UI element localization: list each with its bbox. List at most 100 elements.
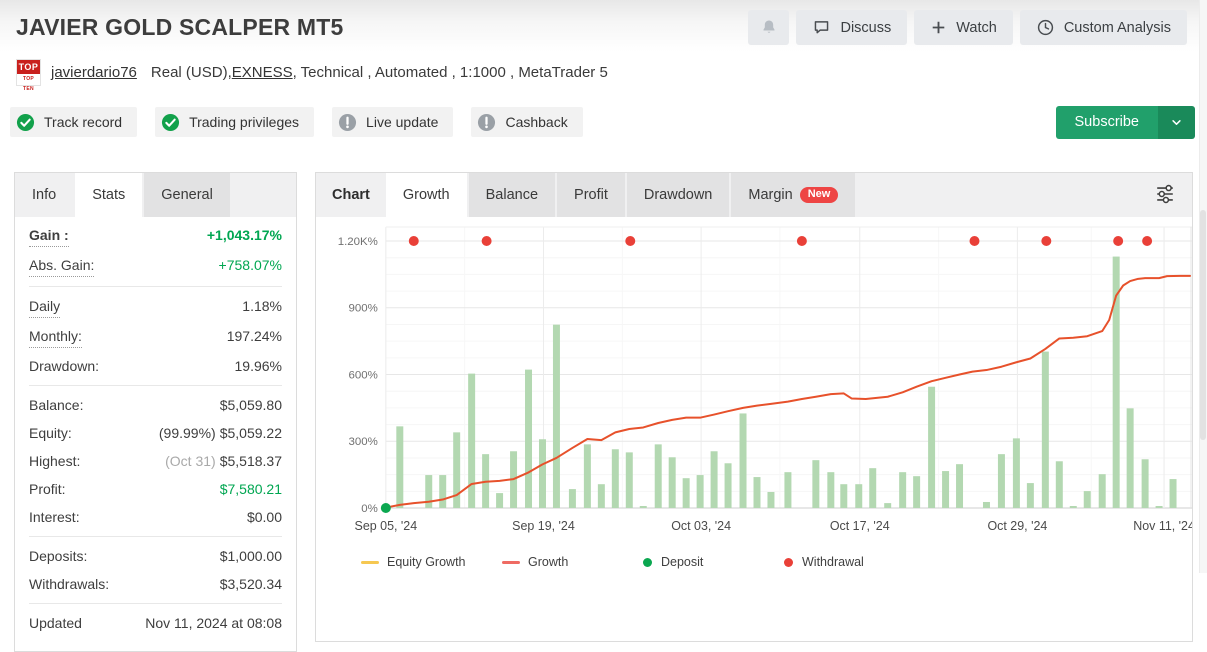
growth-bar[interactable] [1141,459,1149,508]
chart-tab-drawdown[interactable]: Drawdown [626,173,730,217]
withdrawal-marker[interactable] [625,236,636,246]
growth-bar[interactable] [496,493,504,508]
growth-bar[interactable] [682,478,690,508]
stat-label-daily[interactable]: Daily [29,297,61,318]
growth-bar[interactable] [1083,491,1091,508]
withdrawal-marker[interactable] [481,236,492,246]
withdrawal-marker[interactable] [969,236,980,246]
growth-bar[interactable] [1055,461,1063,508]
subscribe-dropdown-button[interactable] [1158,105,1195,139]
growth-bar[interactable] [1169,479,1177,508]
growth-bar[interactable] [884,503,892,508]
withdrawal-marker[interactable] [1113,236,1124,246]
growth-bar[interactable] [710,451,718,508]
growth-bar[interactable] [396,426,404,508]
growth-bar[interactable] [827,472,835,508]
growth-bar[interactable] [840,484,848,508]
growth-bar[interactable] [453,432,461,508]
stat-label-abs-gain[interactable]: Abs. Gain: [29,256,95,277]
discuss-button[interactable]: Discuss [796,10,908,45]
growth-bar[interactable] [1012,438,1020,508]
growth-bar[interactable] [468,373,476,508]
growth-bar[interactable] [1126,408,1134,508]
chart-tab-balance[interactable]: Balance [468,173,556,217]
stats-tab-general[interactable]: General [144,173,230,217]
growth-line[interactable] [384,274,1192,509]
growth-bar[interactable] [942,471,950,508]
growth-bar[interactable] [767,491,775,508]
legend-item-withdrawal[interactable]: Withdrawal [784,555,925,569]
custom-analysis-label: Custom Analysis [1063,19,1171,36]
badge-live-update[interactable]: Live update [332,107,454,137]
stat-label-gain[interactable]: Gain : [29,226,69,247]
deposit-marker[interactable] [380,503,391,513]
custom-analysis-button[interactable]: Custom Analysis [1019,10,1187,45]
growth-bar[interactable] [552,324,560,508]
growth-bar[interactable] [855,484,863,508]
stats-tab-info[interactable]: Info [15,173,73,217]
growth-bar[interactable] [982,501,990,508]
watch-button[interactable]: Watch [914,10,1013,45]
growth-bar[interactable] [625,452,633,508]
growth-bar[interactable] [812,460,820,508]
legend-item-deposit[interactable]: Deposit [643,555,784,569]
legend-item-equity-growth[interactable]: Equity Growth [361,555,502,569]
stat-label-monthly[interactable]: Monthly: [29,327,82,348]
withdrawal-marker[interactable] [796,236,807,246]
growth-bar[interactable] [611,449,619,508]
growth-bar[interactable] [654,444,662,508]
growth-bar[interactable] [425,475,433,508]
growth-bar[interactable] [1112,256,1120,508]
growth-bar[interactable] [739,413,747,508]
y-axis-label: 300% [349,436,378,448]
growth-bar[interactable] [899,472,907,508]
growth-bar[interactable] [639,505,647,508]
growth-bar[interactable] [753,477,761,508]
growth-bar[interactable] [1098,474,1106,508]
badge-trading-privileges[interactable]: Trading privileges [155,107,315,137]
growth-bar[interactable] [956,464,964,508]
stat-label-withdrawals: Withdrawals: [29,575,110,592]
withdrawal-marker[interactable] [1041,236,1052,246]
chart-legend: Equity Growth Growth Deposit Withdrawal [316,549,1192,575]
legend-label: Growth [528,555,569,569]
growth-bar[interactable] [913,476,921,508]
subscribe-button[interactable]: Subscribe [1055,105,1158,139]
broker-link[interactable]: EXNESS [231,64,293,81]
growth-bar[interactable] [1026,483,1034,508]
growth-bar[interactable] [597,484,605,508]
top-trader-badge[interactable]: TOP TOP TEN [16,59,41,92]
growth-bar[interactable] [568,489,576,508]
chart-tab-margin[interactable]: Margin New [731,173,856,217]
withdrawal-marker[interactable] [408,236,419,246]
growth-bar[interactable] [784,472,792,508]
growth-bar[interactable] [525,369,533,508]
legend-item-growth[interactable]: Growth [502,555,643,569]
growth-bar[interactable] [439,475,447,508]
growth-chart-svg[interactable]: 1.20K% 900% 600% 300% 0% Sep 05, '24 Sep 19, '… [316,217,1192,549]
username-link[interactable]: javierdario76 [51,64,137,81]
chart-tab-growth[interactable]: Growth [385,173,467,217]
growth-bar[interactable] [1041,351,1049,508]
scrollbar-thumb[interactable] [1200,210,1206,440]
growth-bar[interactable] [928,386,936,508]
stats-tab-stats[interactable]: Stats [75,173,143,217]
growth-bar[interactable] [997,454,1005,508]
notifications-button[interactable] [748,10,790,45]
growth-bar[interactable] [696,475,704,508]
growth-bar[interactable] [724,463,732,508]
badges-row: Track record Trading privileges Live updat… [0,105,1207,139]
growth-bar[interactable] [538,439,546,508]
chevron-down-icon [1172,119,1181,125]
growth-bar[interactable] [1069,505,1077,508]
chart-settings-button[interactable] [1150,179,1180,212]
growth-bar[interactable] [869,468,877,508]
badge-cashback[interactable]: Cashback [471,107,583,137]
growth-bar[interactable] [583,444,591,508]
growth-bar[interactable] [668,457,676,508]
withdrawal-marker[interactable] [1142,236,1153,246]
scrollbar-track[interactable] [1199,0,1207,573]
chart-tab-profit[interactable]: Profit [557,173,625,217]
badge-track-record[interactable]: Track record [10,107,138,137]
growth-bar[interactable] [1155,505,1163,508]
